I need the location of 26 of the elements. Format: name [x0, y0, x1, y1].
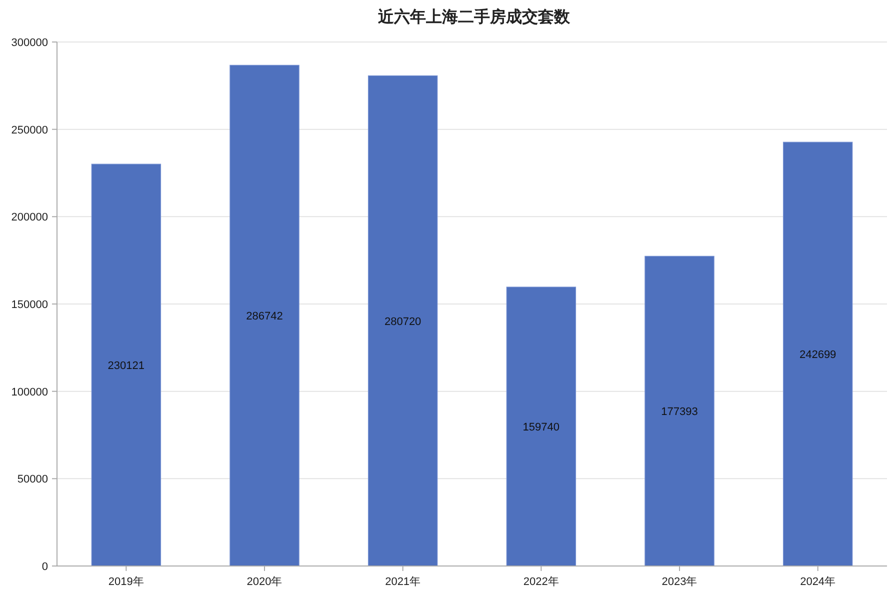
y-tick-label: 50000 — [17, 474, 48, 486]
y-tick-label: 200000 — [11, 212, 48, 224]
data-label: 177393 — [661, 406, 698, 418]
x-tick-label: 2020年 — [246, 576, 282, 588]
bar — [91, 164, 162, 566]
x-tick-label: 2019年 — [108, 576, 144, 588]
bar — [506, 286, 576, 566]
y-tick-label: 150000 — [11, 299, 48, 311]
data-label: 242699 — [799, 349, 836, 362]
data-label: 159740 — [522, 421, 560, 434]
bar — [368, 75, 438, 566]
data-label: 280720 — [384, 316, 422, 328]
bar — [230, 64, 300, 566]
x-tick-label: 2023年 — [662, 576, 698, 588]
x-tick-label: 2024年 — [800, 576, 836, 588]
data-label: 286742 — [246, 310, 283, 323]
y-tick-label: 300000 — [11, 37, 48, 49]
x-tick-label: 2021年 — [385, 576, 421, 588]
y-tick-label: 0 — [42, 561, 48, 573]
data-label: 230121 — [108, 360, 145, 372]
y-tick-label: 100000 — [11, 386, 48, 398]
bar — [782, 142, 853, 566]
bar — [644, 256, 714, 566]
y-tick-label: 250000 — [11, 124, 48, 136]
chart-title: 近六年上海二手房成交套数 — [377, 7, 571, 26]
x-tick-label: 2022年 — [523, 576, 559, 588]
